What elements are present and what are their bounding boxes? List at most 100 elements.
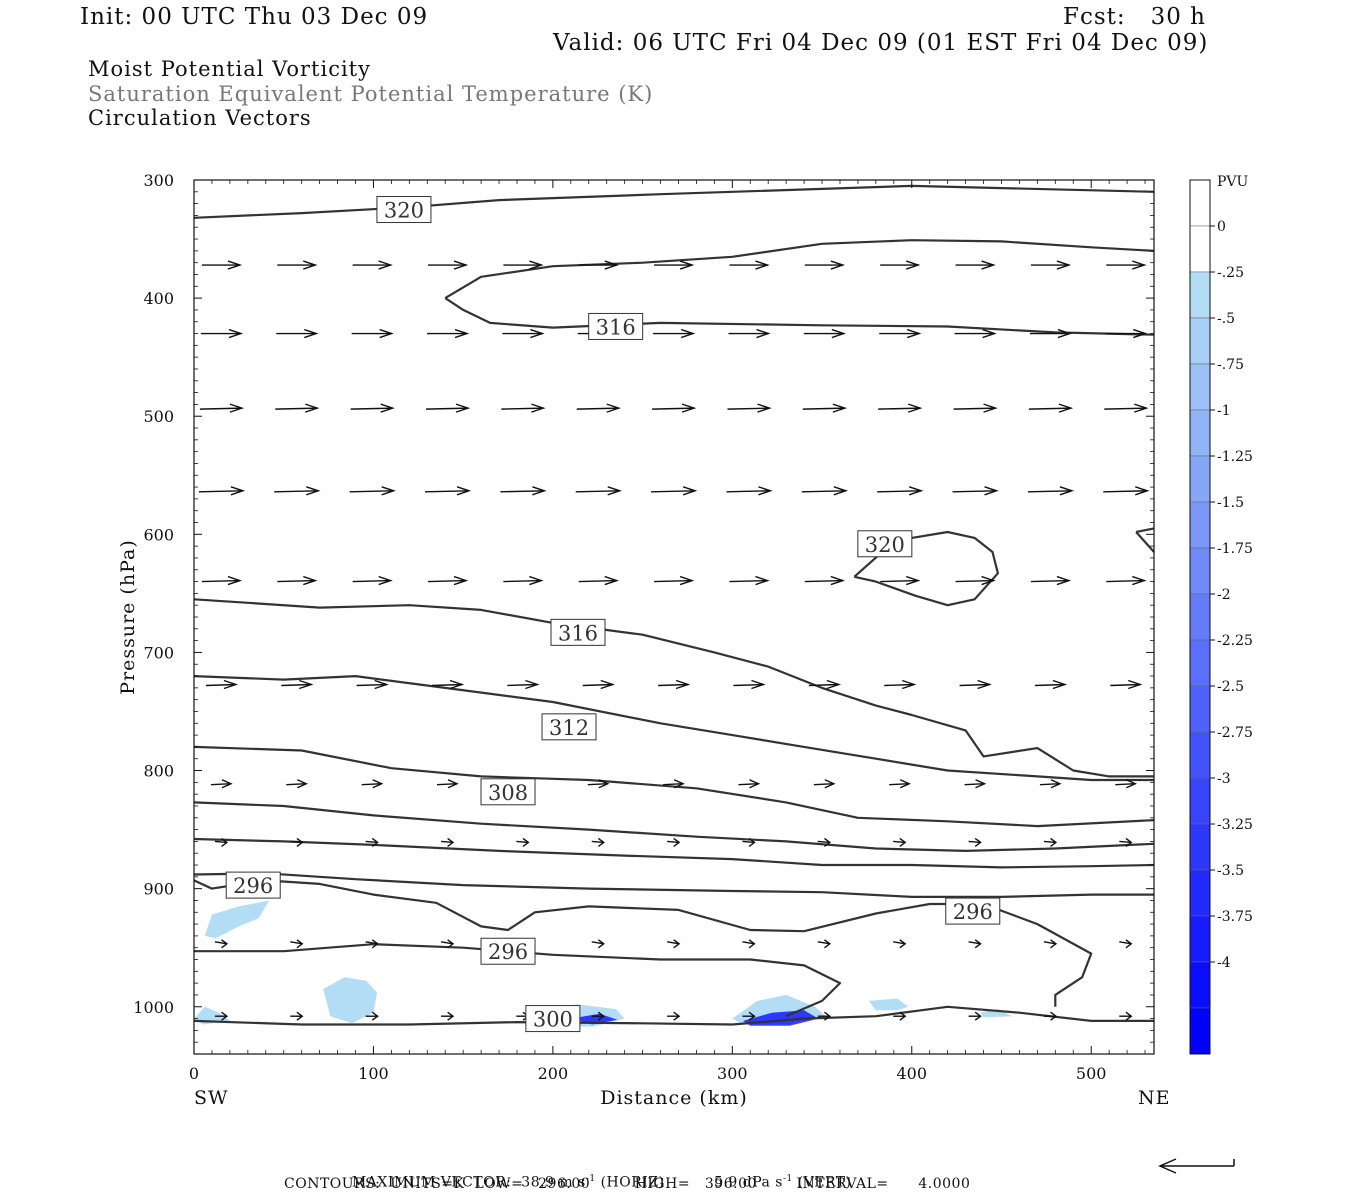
svg-text:316: 316 — [596, 315, 636, 339]
circulation-vector — [210, 779, 233, 789]
circulation-vector — [440, 837, 455, 847]
circulation-vector — [1105, 328, 1148, 339]
contours-info-line: CONTOURS: UNITS=K LOW= 296.00 HIGH= 396.… — [284, 1176, 971, 1192]
circulation-vector — [587, 779, 610, 789]
circulation-vector — [817, 939, 832, 949]
circulation-vector — [968, 939, 982, 949]
forecast-hour: Fcst: 30 h — [1063, 4, 1206, 30]
circulation-vector — [286, 779, 309, 789]
colorbar-level-label: -2.5 — [1217, 679, 1244, 695]
circulation-vector — [281, 679, 314, 690]
colorbar-box — [1189, 409, 1211, 457]
circulation-vector — [1043, 1011, 1058, 1021]
theta-e-contour — [193, 801, 1155, 853]
vert-exponent: -1 — [782, 1174, 793, 1184]
circulation-vector — [427, 328, 470, 339]
circulation-vector — [1030, 260, 1072, 270]
circulation-vector — [667, 1011, 681, 1021]
colorbar-box — [1189, 271, 1211, 319]
reference-vector-arrow — [1158, 1158, 1235, 1174]
colorbar-box — [1189, 455, 1211, 503]
circulation-vector — [201, 575, 243, 586]
circulation-vector — [591, 1011, 605, 1021]
field-title-pv: Moist Potential Vorticity — [88, 57, 371, 81]
theta-e-contour — [1135, 527, 1155, 534]
colorbar-box — [1189, 317, 1211, 365]
theta-e-contour — [193, 674, 1154, 782]
theta-e-contour — [193, 1005, 1154, 1026]
circulation-vector — [507, 679, 540, 690]
circulation-vector — [200, 328, 244, 339]
circulation-vector — [361, 779, 384, 789]
circulation-vector — [502, 328, 545, 339]
circulation-vector — [205, 679, 239, 690]
circulation-vector — [654, 575, 695, 586]
pv-region-light — [204, 900, 270, 939]
circulation-vector — [431, 679, 465, 690]
colorbar-box — [1189, 179, 1211, 227]
contour-labels: 320 316 320 316 312 308 296 296 296 300 — [225, 196, 1001, 1033]
colorbar-level-label: -3.75 — [1217, 909, 1253, 925]
colorbar: PVU 0 -.25 -.5 -.75 -1 -1.25 -1.5 -1.75 -2 -2.25 -2… — [1189, 174, 1253, 1055]
circulation-vector — [968, 837, 982, 847]
circulation-vector — [955, 260, 996, 270]
circulation-vector — [954, 328, 997, 339]
circulation-vector — [953, 403, 998, 413]
colorbar-box — [1189, 501, 1211, 549]
colorbar-level-label: -2.75 — [1217, 725, 1253, 741]
circulation-vector — [1039, 779, 1062, 789]
circulation-vector — [964, 779, 987, 789]
circulation-vector — [578, 260, 619, 270]
circulation-vector — [952, 486, 999, 496]
y-tick-label: 900 — [143, 880, 174, 899]
colorbar-level-label: -.5 — [1217, 311, 1235, 327]
theta-e-contour — [193, 837, 1155, 869]
colorbar-level-label: -2 — [1217, 587, 1231, 603]
colorbar-frame — [1189, 179, 1211, 1055]
circulation-vector — [802, 403, 848, 413]
svg-text:320: 320 — [865, 533, 905, 557]
contour-label: 296 — [945, 897, 1001, 925]
colorbar-level-label: 0 — [1217, 219, 1226, 235]
contour-label: 320 — [376, 196, 432, 224]
circulation-vector — [728, 328, 771, 339]
circulation-vector — [274, 486, 321, 496]
x-tick-label: 300 — [717, 1064, 748, 1083]
colorbar-level-label: -3 — [1217, 771, 1231, 787]
circulation-vector — [214, 837, 229, 847]
circulation-vector — [428, 260, 469, 270]
circulation-vector — [877, 486, 924, 496]
pv-shading — [194, 900, 1013, 1027]
circulation-vector — [352, 260, 393, 270]
svg-text:320: 320 — [384, 199, 424, 223]
circulation-vector — [365, 1011, 379, 1021]
field-title-thetae: Saturation Equivalent Potential Temperat… — [88, 82, 654, 106]
contour-label: 296 — [225, 871, 281, 899]
circulation-vector — [1106, 260, 1147, 270]
circulation-vector — [1034, 679, 1068, 690]
circulation-vector — [582, 679, 615, 690]
circulation-vector — [1103, 486, 1150, 496]
x-tick-label: 100 — [358, 1064, 389, 1083]
contour-label: 316 — [588, 312, 644, 340]
circulation-vector — [275, 403, 320, 413]
colorbar-box — [1189, 685, 1211, 733]
svg-text:296: 296 — [233, 874, 273, 898]
colorbar-box — [1189, 547, 1211, 595]
plot-frame — [193, 179, 1155, 1055]
circulation-vector — [1029, 328, 1073, 339]
colorbar-level-label: -.25 — [1217, 265, 1244, 281]
circulation-vector — [276, 328, 319, 339]
circulation-vector — [1106, 575, 1147, 586]
colorbar-box — [1189, 777, 1211, 825]
theta-e-contours — [193, 184, 1155, 1026]
contour-label: 308 — [480, 778, 536, 806]
circulation-vector — [893, 939, 907, 949]
circulation-vector — [889, 779, 911, 789]
pv-region-light — [194, 1006, 230, 1025]
vert-max-value: 5.9 dPa s — [714, 1174, 783, 1191]
colorbar-box — [1189, 915, 1211, 963]
y-tick-label: 500 — [143, 407, 174, 426]
circulation-vector — [817, 837, 832, 847]
circulation-vector — [290, 939, 304, 949]
